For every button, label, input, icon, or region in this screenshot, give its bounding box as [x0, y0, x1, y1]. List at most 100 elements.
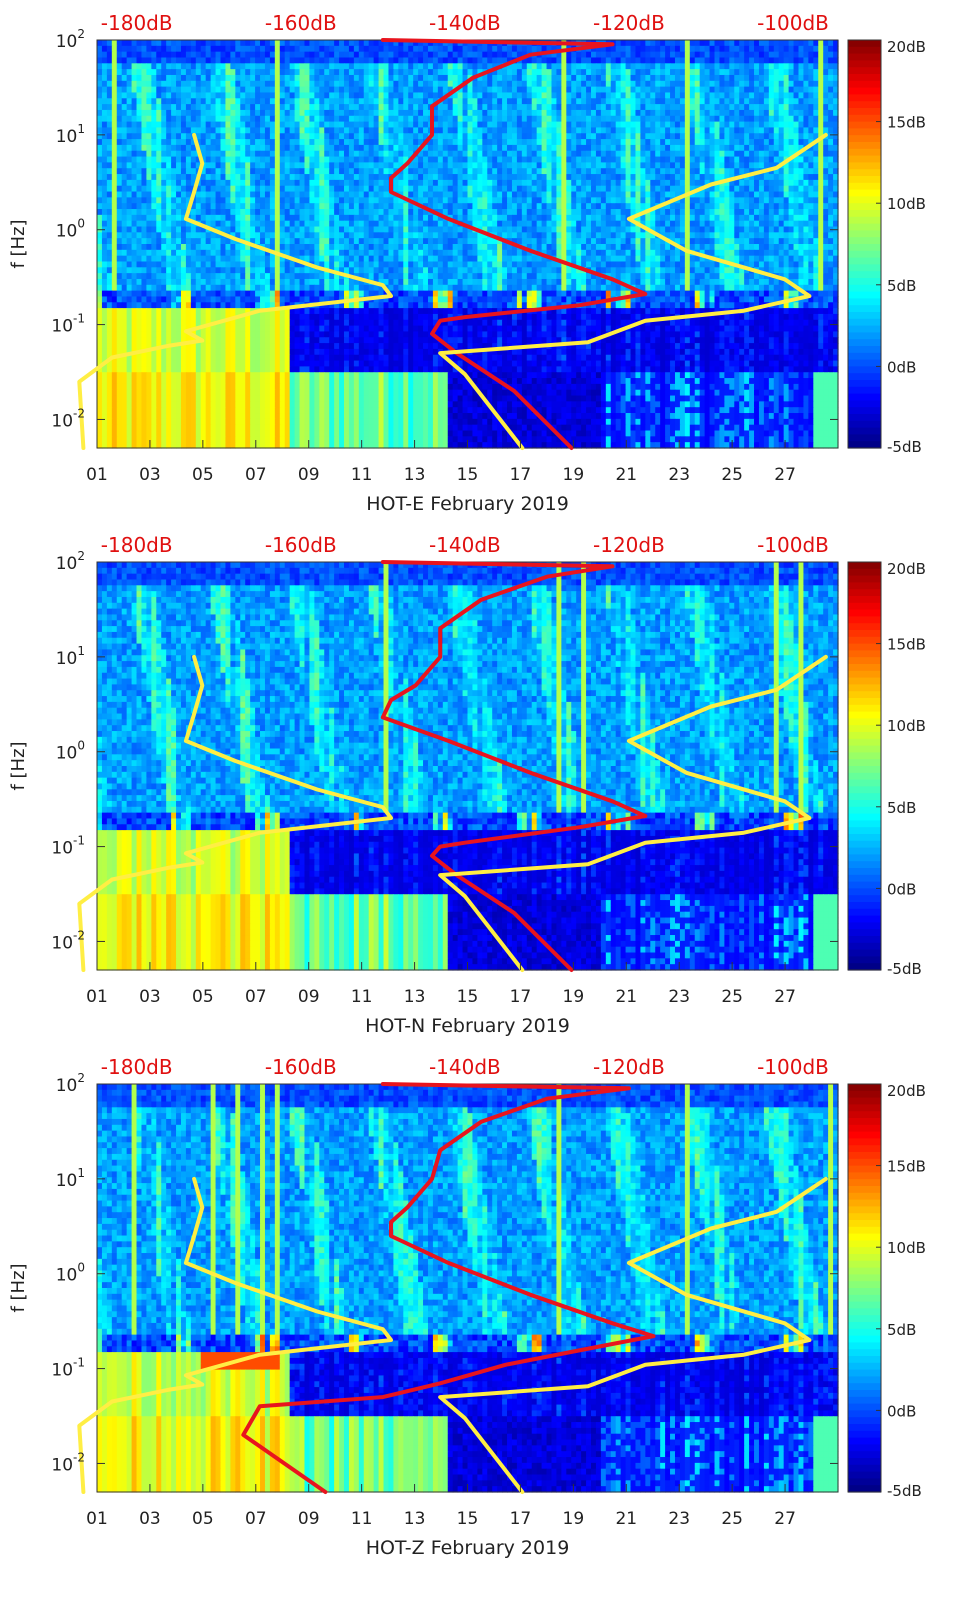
heatmap-cell — [497, 197, 503, 204]
heatmap-cell — [778, 69, 785, 76]
heatmap-cell — [314, 174, 320, 181]
heatmap-cell — [788, 45, 795, 53]
heatmap-cell — [754, 40, 760, 47]
heatmap-cell — [744, 191, 750, 198]
heatmap-cell — [744, 80, 750, 88]
heatmap-cell — [744, 209, 750, 216]
heatmap-cell — [734, 69, 740, 76]
heatmap-cell — [363, 156, 370, 163]
heatmap-cell — [200, 74, 207, 82]
heatmap-cell — [581, 214, 587, 222]
heatmap-cell — [264, 156, 271, 163]
heatmap-cell — [739, 51, 745, 59]
heatmap-cell — [694, 209, 701, 216]
heatmap-cell — [571, 98, 577, 105]
heatmap-cell — [378, 98, 385, 105]
heatmap-cell — [230, 191, 236, 198]
heatmap-cell — [605, 121, 612, 129]
heatmap-cell — [778, 115, 785, 123]
heatmap-cell — [363, 121, 370, 129]
heatmap-cell — [679, 174, 686, 181]
heatmap-cell — [289, 203, 296, 210]
heatmap-cell — [813, 209, 819, 216]
heatmap-cell — [363, 98, 370, 105]
heatmap-cell — [645, 98, 651, 105]
heatmap-cell — [240, 133, 246, 140]
heatmap-cell — [798, 92, 805, 99]
heatmap-cell — [482, 127, 488, 134]
heatmap-cell — [437, 133, 444, 140]
heatmap-cell — [714, 109, 721, 117]
heatmap-cell — [235, 144, 241, 152]
heatmap-cell — [719, 197, 725, 204]
heatmap-cell — [245, 121, 251, 129]
heatmap-cell — [758, 80, 765, 88]
heatmap-cell — [793, 156, 800, 163]
heatmap-cell — [378, 203, 385, 210]
heatmap-cell — [571, 133, 577, 140]
heatmap-cell — [432, 86, 439, 94]
heatmap-cell — [171, 232, 177, 239]
heatmap-cell — [106, 63, 113, 70]
heatmap-cell — [309, 232, 315, 239]
heatmap-cell — [635, 185, 641, 193]
heatmap-cell — [309, 104, 315, 111]
heatmap-cell — [526, 133, 533, 140]
heatmap-cell — [674, 226, 681, 233]
heatmap-cell — [600, 179, 607, 187]
heatmap-cell — [156, 156, 162, 163]
heatmap-cell — [418, 63, 424, 70]
heatmap-cell — [511, 98, 518, 105]
heatmap-cell — [615, 92, 622, 99]
heatmap-cell — [783, 144, 790, 152]
heatmap-cell — [566, 115, 572, 123]
heatmap-cell — [304, 209, 311, 216]
heatmap-cell — [576, 115, 582, 123]
heatmap-cell — [536, 220, 543, 228]
heatmap-cell — [304, 57, 311, 64]
heatmap-cell — [788, 191, 795, 198]
heatmap-cell — [185, 127, 192, 134]
heatmap-cell — [255, 232, 261, 239]
heatmap-cell — [447, 162, 454, 169]
heatmap-cell — [363, 45, 370, 53]
heatmap-cell — [235, 162, 241, 169]
heatmap-cell — [793, 179, 800, 187]
heatmap-cell — [689, 162, 696, 169]
heatmap-cell — [704, 86, 711, 94]
heatmap-cell — [383, 203, 390, 210]
heatmap-cell — [645, 174, 651, 181]
heatmap-cell — [195, 69, 202, 76]
heatmap-cell — [348, 57, 355, 64]
heatmap-cell — [729, 57, 735, 64]
heatmap-cell — [185, 162, 192, 169]
heatmap-cell — [620, 40, 627, 47]
heatmap-cell — [556, 86, 562, 94]
heatmap-cell — [235, 115, 241, 123]
heatmap-cell — [156, 98, 162, 105]
heatmap-cell — [457, 214, 464, 222]
heatmap-cell — [709, 185, 716, 193]
heatmap-cell — [487, 74, 493, 82]
heatmap-cell — [279, 69, 286, 76]
heatmap-cell — [610, 174, 617, 181]
heatmap-cell — [670, 162, 676, 169]
heatmap-cell — [605, 74, 612, 82]
heatmap-cell — [502, 51, 508, 59]
heatmap-cell — [521, 209, 528, 216]
heatmap-cell — [556, 185, 562, 193]
heatmap-cell — [176, 86, 182, 94]
heatmap-cell — [595, 98, 602, 105]
heatmap-cell — [783, 185, 790, 193]
heatmap-cell — [294, 109, 301, 117]
heatmap-cell — [284, 144, 291, 152]
heatmap-cell — [833, 104, 839, 111]
heatmap-cell — [373, 80, 380, 88]
heatmap-cell — [413, 168, 419, 175]
heatmap-cell — [665, 98, 671, 105]
heatmap-cell — [679, 74, 686, 82]
heatmap-cell — [442, 179, 449, 187]
heatmap-cell — [309, 150, 315, 158]
heatmap-cell — [734, 57, 740, 64]
